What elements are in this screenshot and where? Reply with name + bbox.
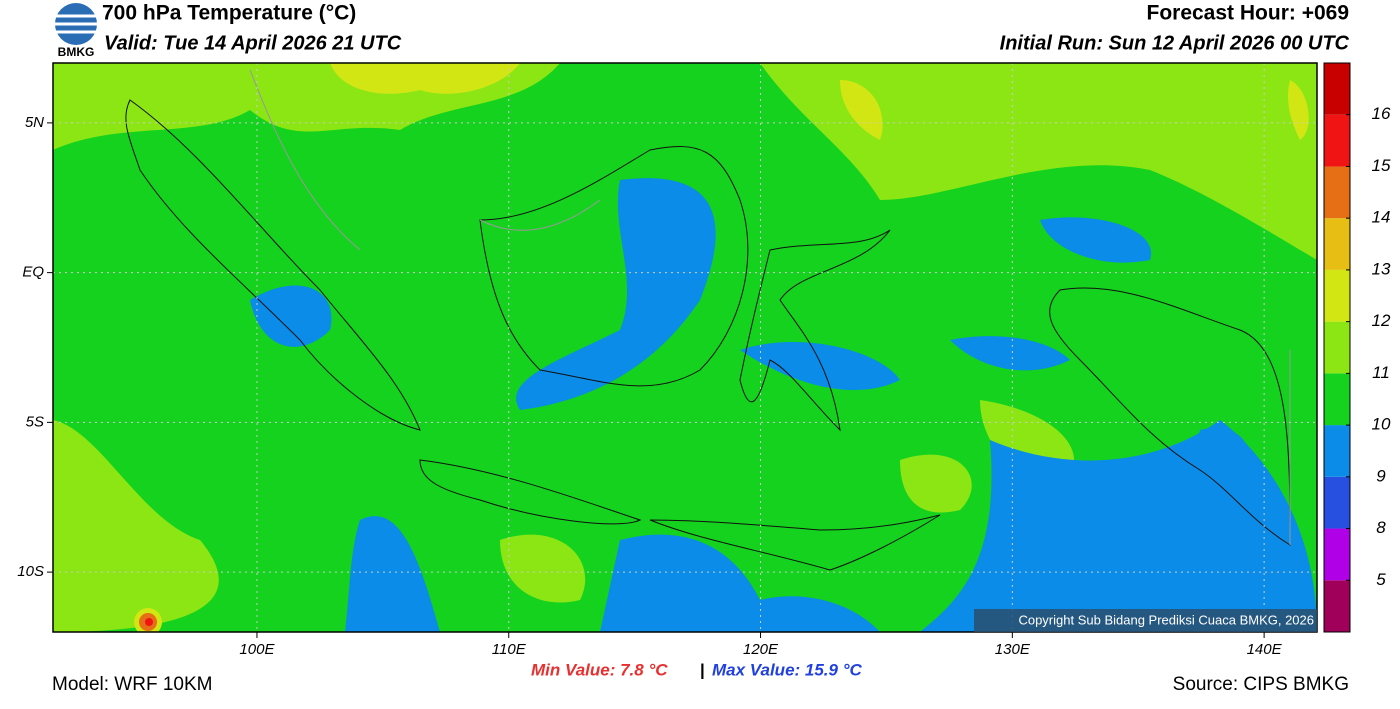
lat-tick-label: 5N	[25, 114, 44, 131]
title: 700 hPa Temperature (°C)	[102, 2, 356, 25]
colorbar-label: 11	[1372, 363, 1390, 382]
lat-tick-label: EQ	[22, 264, 44, 281]
colorbar-frame	[1323, 62, 1351, 633]
colorbar-label: 12	[1372, 311, 1391, 330]
colorbar-segment	[1324, 580, 1350, 632]
temperature-field	[53, 63, 1317, 632]
colorbar-label: 15	[1372, 156, 1391, 175]
lon-tick-label: 130E	[995, 641, 1031, 658]
colorbar-label: 16	[1372, 104, 1391, 123]
max-value: Max Value: 15.9 °C	[712, 660, 863, 679]
colorbar-segment	[1324, 321, 1350, 374]
colorbar-segment	[1324, 114, 1350, 167]
lat-tick-label: 5S	[26, 413, 44, 430]
colorbar-segment	[1324, 269, 1350, 322]
initial-run: Initial Run: Sun 12 April 2026 00 UTC	[1000, 32, 1350, 54]
colorbar-segment	[1324, 373, 1350, 426]
lat-tick-label: 10S	[17, 563, 44, 580]
colorbar-label: 5	[1376, 570, 1386, 589]
colorbar: 5 8 9 10 11 12 13 14 15 16	[1323, 62, 1391, 633]
colorbar-segment	[1324, 166, 1350, 219]
lon-tick-label: 140E	[1247, 641, 1283, 658]
colorbar-segment	[1324, 63, 1350, 115]
logo-text: BMKG	[58, 45, 95, 59]
graticule: 100E 110E 120E 130E 140E 5N EQ 5S 10S	[17, 63, 1317, 658]
forecast-hour: Forecast Hour: +069	[1147, 2, 1350, 25]
valid-time: Valid: Tue 14 April 2026 21 UTC	[104, 32, 402, 54]
logo: BMKG	[55, 3, 97, 59]
min-value: Min Value: 7.8 °C	[531, 660, 668, 679]
lon-tick-label: 120E	[743, 641, 779, 658]
colorbar-label: 14	[1372, 208, 1391, 227]
colorbar-segment	[1324, 425, 1350, 477]
source: Source: CIPS BMKG	[1173, 674, 1349, 695]
colorbar-segment	[1324, 218, 1350, 270]
colorbar-label: 8	[1376, 518, 1386, 537]
map-frame	[52, 62, 1318, 633]
copyright: Copyright Sub Bidang Prediksi Cuaca BMKG…	[1018, 612, 1314, 627]
separator: |	[700, 660, 705, 679]
colorbar-label: 13	[1372, 259, 1391, 278]
copyright-box	[974, 609, 1317, 632]
colorbar-segment	[1324, 476, 1350, 529]
colorbar-label: 9	[1376, 466, 1386, 485]
colorbar-segment	[1324, 528, 1350, 581]
lon-tick-label: 100E	[239, 641, 275, 658]
colorbar-label: 10	[1372, 415, 1391, 434]
lon-tick-label: 110E	[492, 641, 527, 658]
model: Model: WRF 10KM	[52, 674, 212, 695]
